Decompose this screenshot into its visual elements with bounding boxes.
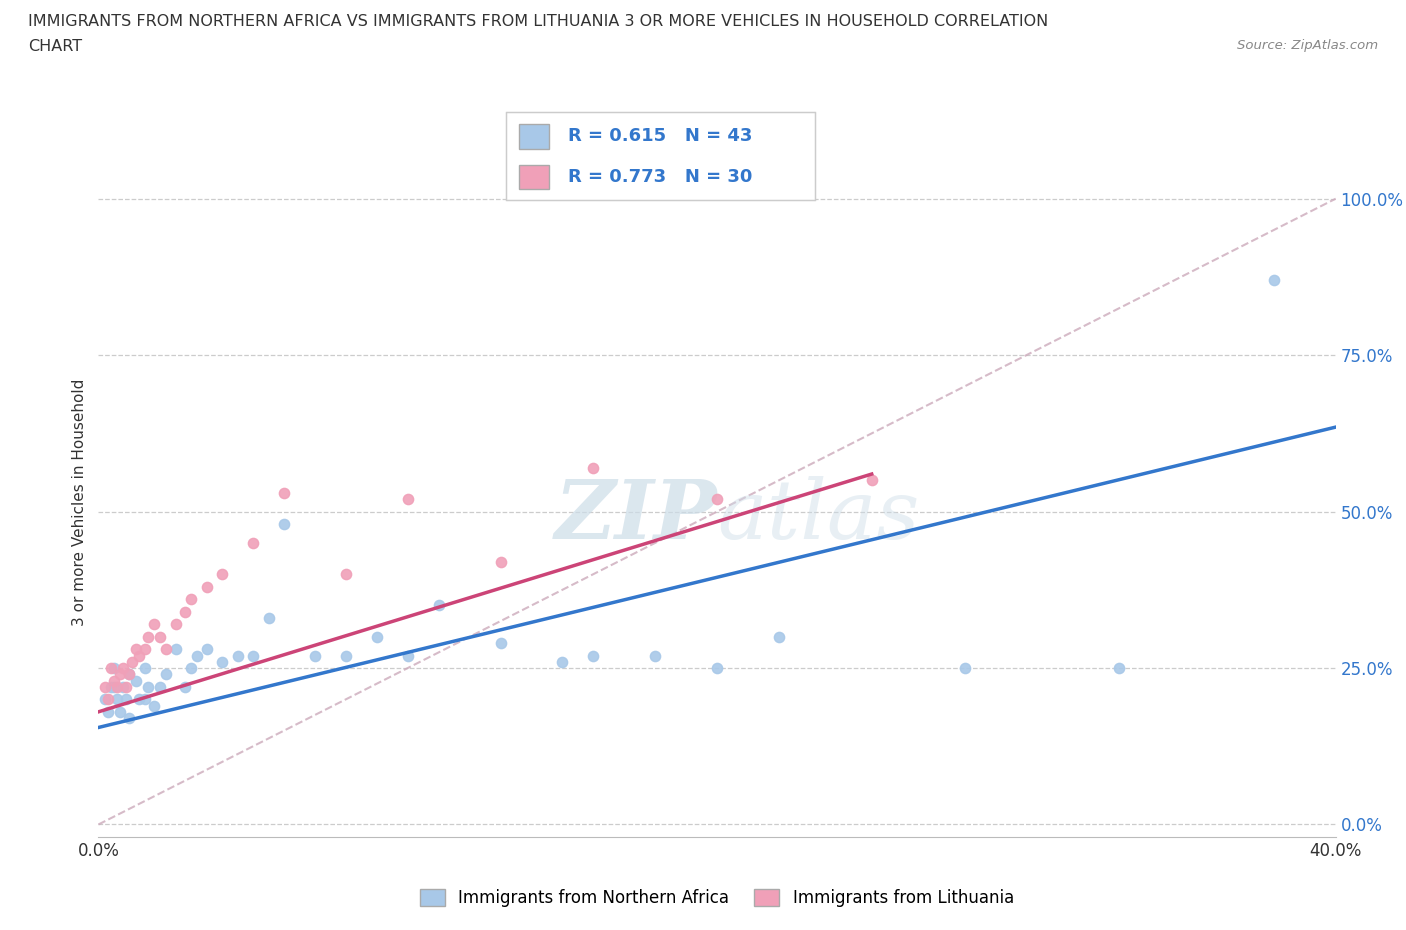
Text: IMMIGRANTS FROM NORTHERN AFRICA VS IMMIGRANTS FROM LITHUANIA 3 OR MORE VEHICLES : IMMIGRANTS FROM NORTHERN AFRICA VS IMMIG… xyxy=(28,14,1049,29)
Legend: Immigrants from Northern Africa, Immigrants from Lithuania: Immigrants from Northern Africa, Immigra… xyxy=(412,881,1022,916)
Point xyxy=(180,660,202,675)
Point xyxy=(242,648,264,663)
Point xyxy=(128,692,150,707)
Point xyxy=(143,698,166,713)
Point xyxy=(427,598,450,613)
Point xyxy=(108,704,131,719)
Point xyxy=(953,660,976,675)
Point xyxy=(97,692,120,707)
Point xyxy=(551,655,574,670)
Point xyxy=(149,630,172,644)
Point xyxy=(118,667,141,682)
Point xyxy=(582,648,605,663)
Text: R = 0.615   N = 43: R = 0.615 N = 43 xyxy=(568,127,752,145)
Point xyxy=(335,648,357,663)
Point xyxy=(211,566,233,581)
Point xyxy=(128,648,150,663)
Point xyxy=(489,635,512,650)
Point xyxy=(174,604,197,619)
Point xyxy=(124,642,146,657)
Point xyxy=(174,680,197,695)
Point xyxy=(105,680,128,695)
Point xyxy=(180,591,202,606)
Text: CHART: CHART xyxy=(28,39,82,54)
Y-axis label: 3 or more Vehicles in Household: 3 or more Vehicles in Household xyxy=(72,379,87,626)
Point xyxy=(105,692,128,707)
Point xyxy=(100,660,122,675)
Point xyxy=(706,660,728,675)
Point xyxy=(97,704,120,719)
Point xyxy=(93,692,115,707)
Point xyxy=(768,630,790,644)
Point xyxy=(121,655,143,670)
Point xyxy=(115,680,138,695)
Point xyxy=(108,667,131,682)
Point xyxy=(134,660,156,675)
Text: ZIP: ZIP xyxy=(554,475,717,555)
Point xyxy=(211,655,233,670)
Point xyxy=(304,648,326,663)
Point xyxy=(582,460,605,475)
Point xyxy=(103,673,125,688)
Point xyxy=(273,517,295,532)
Point xyxy=(165,617,187,631)
Point xyxy=(143,617,166,631)
Point xyxy=(136,630,159,644)
Point xyxy=(115,692,138,707)
Point xyxy=(396,648,419,663)
Point xyxy=(366,630,388,644)
Point xyxy=(396,492,419,507)
Point xyxy=(335,566,357,581)
Point xyxy=(118,711,141,725)
Point xyxy=(1108,660,1130,675)
FancyBboxPatch shape xyxy=(519,124,550,149)
Text: R = 0.773   N = 30: R = 0.773 N = 30 xyxy=(568,168,752,186)
Point xyxy=(706,492,728,507)
Point xyxy=(93,680,115,695)
Point xyxy=(155,667,177,682)
Text: atlas: atlas xyxy=(717,475,920,555)
Point xyxy=(112,660,135,675)
Point xyxy=(860,472,883,487)
Point xyxy=(149,680,172,695)
Point xyxy=(226,648,249,663)
Point xyxy=(136,680,159,695)
Point xyxy=(489,554,512,569)
Point xyxy=(118,667,141,682)
Point xyxy=(103,680,125,695)
Point xyxy=(186,648,208,663)
FancyBboxPatch shape xyxy=(519,165,550,190)
Point xyxy=(100,680,122,695)
Point xyxy=(103,660,125,675)
Point xyxy=(124,673,146,688)
Point xyxy=(273,485,295,500)
Point xyxy=(644,648,666,663)
Point xyxy=(242,536,264,551)
Point xyxy=(195,642,218,657)
Point xyxy=(134,642,156,657)
Point xyxy=(257,610,280,625)
Point xyxy=(112,680,135,695)
Point xyxy=(165,642,187,657)
Point xyxy=(155,642,177,657)
Text: Source: ZipAtlas.com: Source: ZipAtlas.com xyxy=(1237,39,1378,52)
Point xyxy=(1263,272,1285,287)
Point xyxy=(195,579,218,594)
Point xyxy=(134,692,156,707)
